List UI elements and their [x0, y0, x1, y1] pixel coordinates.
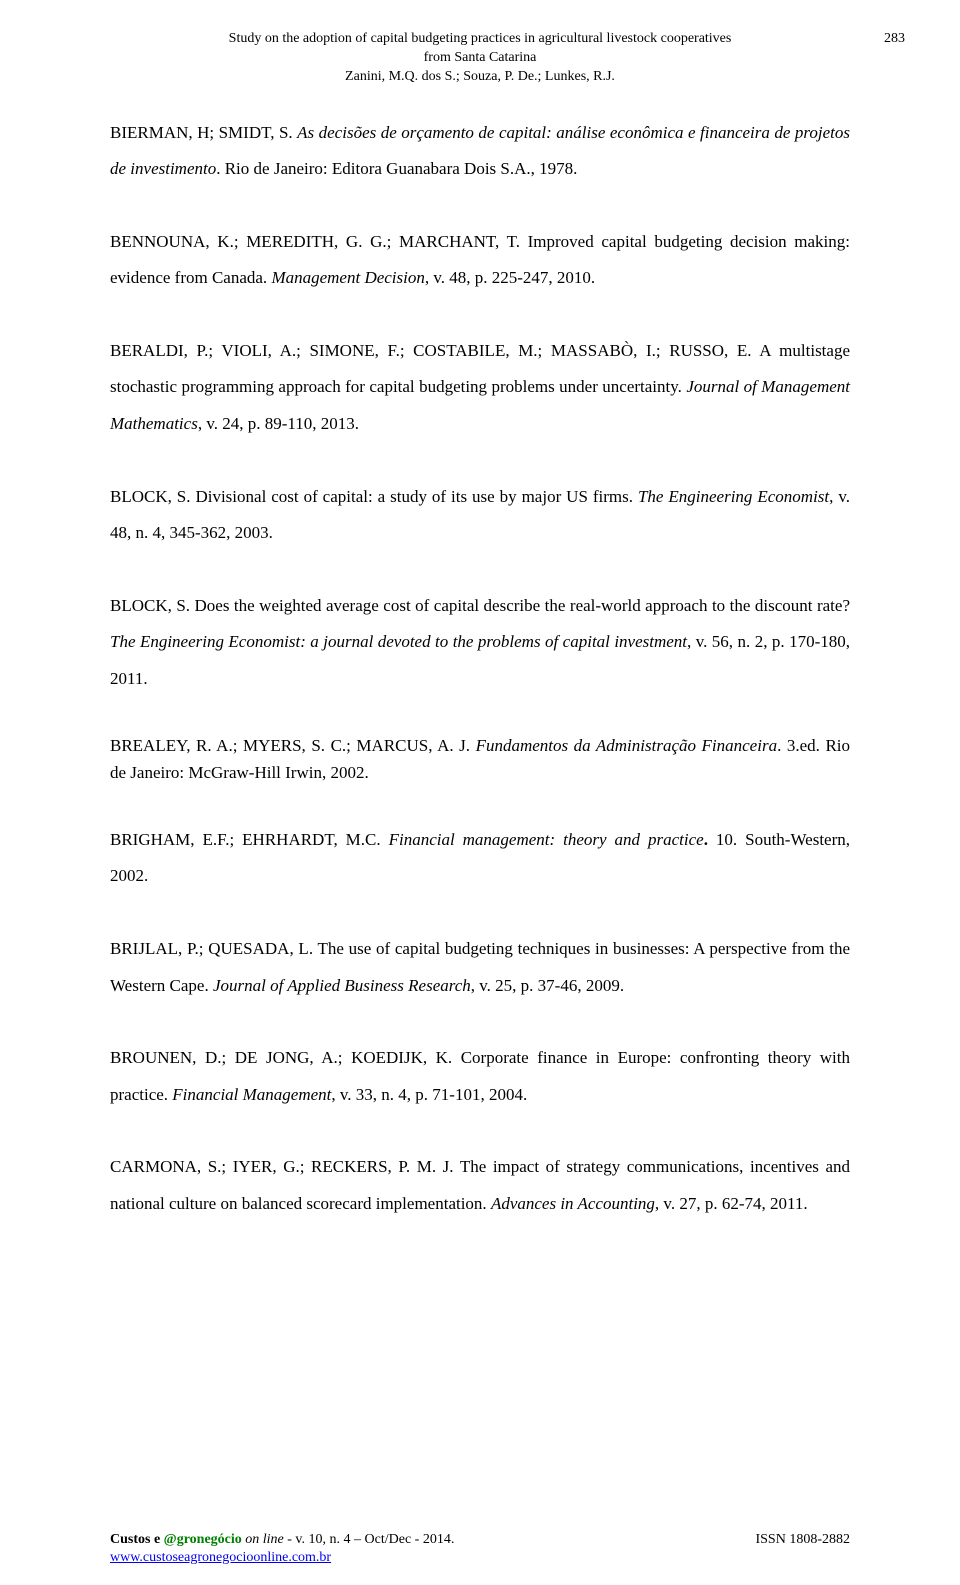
- header-authors: Zanini, M.Q. dos S.; Souza, P. De.; Lunk…: [345, 69, 615, 84]
- footer-issn: ISSN 1808-2882: [755, 1531, 850, 1549]
- ref-italic: Journal of Applied Business Research: [213, 976, 471, 995]
- ref-suffix: . Rio de Janeiro: Editora Guanabara Dois…: [216, 159, 577, 178]
- header-title-line1: Study on the adoption of capital budgeti…: [229, 31, 732, 46]
- reference-entry: BRIJLAL, P.; QUESADA, L. The use of capi…: [110, 931, 850, 1004]
- reference-entry: BLOCK, S. Divisional cost of capital: a …: [110, 479, 850, 552]
- footer-main-row: Custos e @gronegócio on line - v. 10, n.…: [110, 1531, 850, 1549]
- ref-italic: Management Decision: [271, 268, 424, 287]
- ref-suffix: , v. 24, p. 89-110, 2013.: [198, 414, 359, 433]
- ref-italic: Advances in Accounting: [491, 1194, 655, 1213]
- journal-issue: - v. 10, n. 4 – Oct/Dec - 2014.: [284, 1532, 455, 1547]
- reference-entry: BLOCK, S. Does the weighted average cost…: [110, 588, 850, 698]
- ref-italic: Fundamentos da Administração Financeira: [476, 736, 778, 755]
- reference-entry: CARMONA, S.; IYER, G.; RECKERS, P. M. J.…: [110, 1149, 850, 1222]
- ref-italic: The Engineering Economist: a journal dev…: [110, 632, 687, 651]
- reference-entry: BIERMAN, H; SMIDT, S. As decisões de orç…: [110, 115, 850, 188]
- running-header: Study on the adoption of capital budgeti…: [110, 30, 850, 87]
- footer-url-link[interactable]: www.custoseagronegocioonline.com.br: [110, 1550, 331, 1565]
- ref-suffix: , v. 27, p. 62-74, 2011.: [655, 1194, 808, 1213]
- journal-name-green: @gronegócio: [164, 1532, 242, 1547]
- reference-entry: BRIGHAM, E.F.; EHRHARDT, M.C. Financial …: [110, 822, 850, 895]
- ref-suffix: , v. 33, n. 4, p. 71-101, 2004.: [331, 1085, 527, 1104]
- reference-entry: BREALEY, R. A.; MYERS, S. C.; MARCUS, A.…: [110, 733, 850, 786]
- reference-entry: BENNOUNA, K.; MEREDITH, G. G.; MARCHANT,…: [110, 224, 850, 297]
- ref-prefix: BREALEY, R. A.; MYERS, S. C.; MARCUS, A.…: [110, 736, 476, 755]
- reference-entry: BROUNEN, D.; DE JONG, A.; KOEDIJK, K. Co…: [110, 1040, 850, 1113]
- ref-italic: Financial management: theory and practic…: [389, 830, 704, 849]
- reference-entry: BERALDI, P.; VIOLI, A.; SIMONE, F.; COST…: [110, 333, 850, 443]
- page-number: 283: [884, 30, 905, 49]
- ref-italic: The Engineering Economist: [638, 487, 829, 506]
- ref-prefix: BRIGHAM, E.F.; EHRHARDT, M.C.: [110, 830, 389, 849]
- ref-italic: Financial Management: [172, 1085, 331, 1104]
- ref-prefix: BLOCK, S. Divisional cost of capital: a …: [110, 487, 638, 506]
- journal-name-part1: Custos e: [110, 1532, 164, 1547]
- ref-prefix: BLOCK, S. Does the weighted average cost…: [110, 596, 850, 615]
- ref-suffix: , v. 25, p. 37-46, 2009.: [471, 976, 624, 995]
- ref-suffix: , v. 48, p. 225-247, 2010.: [425, 268, 595, 287]
- page-footer: Custos e @gronegócio on line - v. 10, n.…: [110, 1531, 850, 1567]
- ref-prefix: BIERMAN, H; SMIDT, S.: [110, 123, 297, 142]
- header-title-line2: from Santa Catarina: [424, 50, 537, 65]
- journal-online: on line: [242, 1532, 284, 1547]
- footer-journal: Custos e @gronegócio on line - v. 10, n.…: [110, 1531, 454, 1549]
- ref-bold-dot: .: [704, 830, 716, 849]
- references-section: BIERMAN, H; SMIDT, S. As decisões de orç…: [110, 115, 850, 1223]
